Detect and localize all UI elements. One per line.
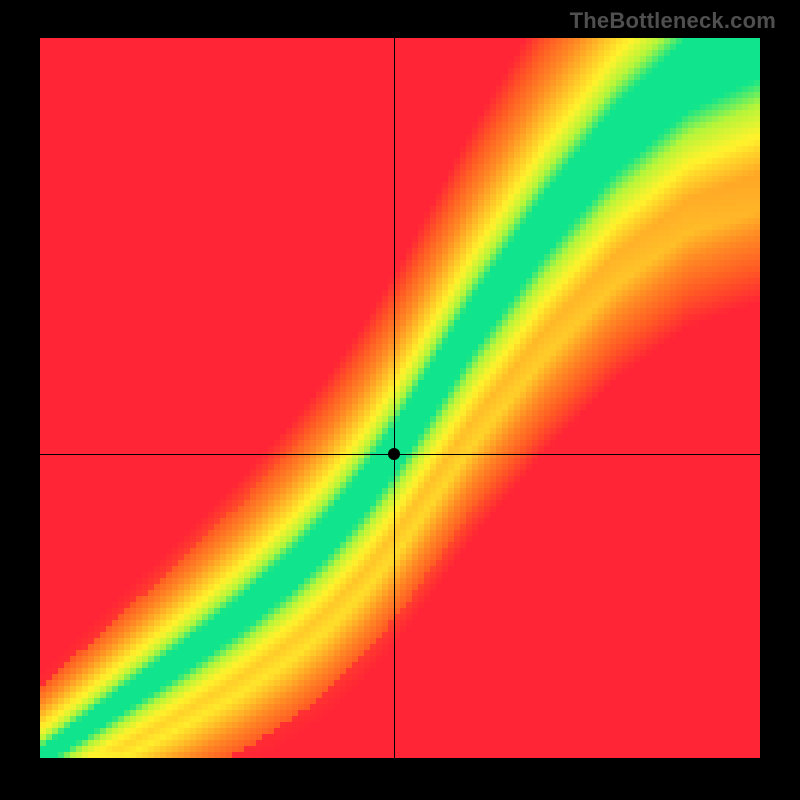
- watermark-text: TheBottleneck.com: [570, 8, 776, 34]
- heatmap-plot: [40, 38, 760, 758]
- crosshair-horizontal: [40, 454, 760, 455]
- crosshair-marker: [388, 448, 400, 460]
- crosshair-vertical: [394, 38, 395, 758]
- heatmap-canvas: [40, 38, 760, 758]
